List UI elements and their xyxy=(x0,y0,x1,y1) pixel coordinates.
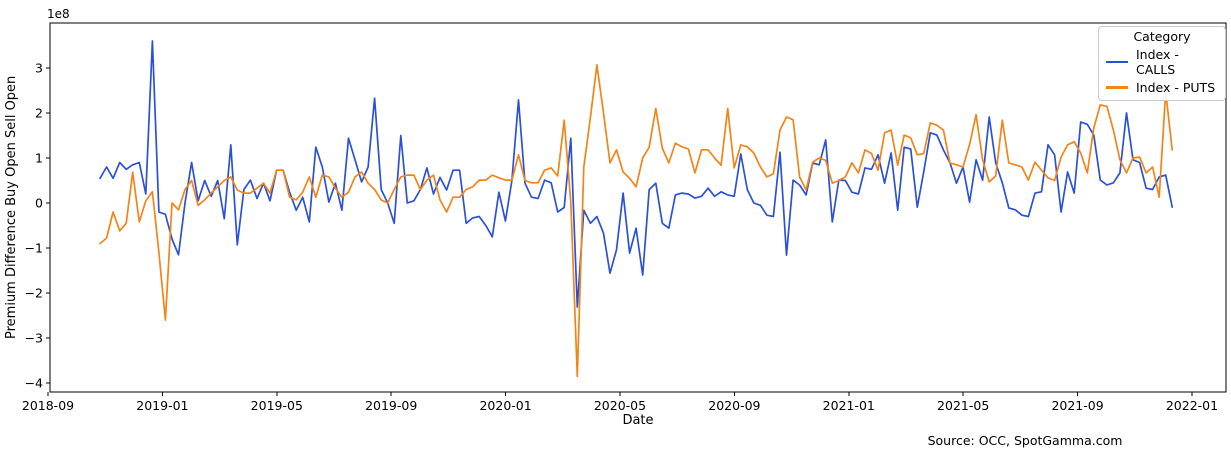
series-line-index-puts xyxy=(99,64,1174,378)
y-tick-label: −2 xyxy=(24,285,43,301)
puts-line-swatch xyxy=(1106,86,1128,89)
calls-line-swatch xyxy=(1106,60,1128,64)
x-axis-label: Date xyxy=(622,413,654,428)
legend-entry-puts: Index - PUTS xyxy=(1106,80,1218,95)
x-tick-label: 2021-01 xyxy=(822,398,875,413)
legend-label-calls: Index - CALLS xyxy=(1136,47,1179,77)
x-tick-label: 2019-05 xyxy=(250,398,303,413)
x-tick-label: 2020-09 xyxy=(708,398,761,413)
y-tick-label: 1 xyxy=(35,150,43,166)
legend-label-puts: Index - PUTS xyxy=(1136,80,1216,95)
source-caption: Source: OCC, SpotGamma.com xyxy=(927,433,1123,448)
legend: Category Index - CALLS Index - PUTS xyxy=(1098,26,1226,101)
y-axis-offset-label: 1e8 xyxy=(47,7,70,21)
x-tick-label: 2020-05 xyxy=(593,398,647,413)
y-tick-label: −4 xyxy=(24,375,43,391)
y-tick-label: 3 xyxy=(35,60,43,76)
x-tick-label: 2020-01 xyxy=(479,398,532,413)
y-tick-label: 0 xyxy=(35,195,43,211)
y-tick-label: −3 xyxy=(24,330,43,346)
axes-spines xyxy=(49,22,1227,393)
legend-entry-calls: Index - CALLS xyxy=(1106,47,1218,77)
x-tick-label: 2022-01 xyxy=(1165,398,1219,413)
legend-title: Category xyxy=(1133,29,1191,44)
series-line-index-calls xyxy=(99,40,1174,308)
y-tick-label: 2 xyxy=(35,105,43,121)
x-tick-label: 2019-01 xyxy=(136,398,189,413)
x-tick-label: 2021-09 xyxy=(1051,398,1104,413)
y-tick-label: −1 xyxy=(24,240,43,256)
x-tick-label: 2018-09 xyxy=(21,398,75,413)
x-tick-label: 2019-09 xyxy=(365,398,418,413)
x-tick-label: 2021-05 xyxy=(937,398,990,413)
